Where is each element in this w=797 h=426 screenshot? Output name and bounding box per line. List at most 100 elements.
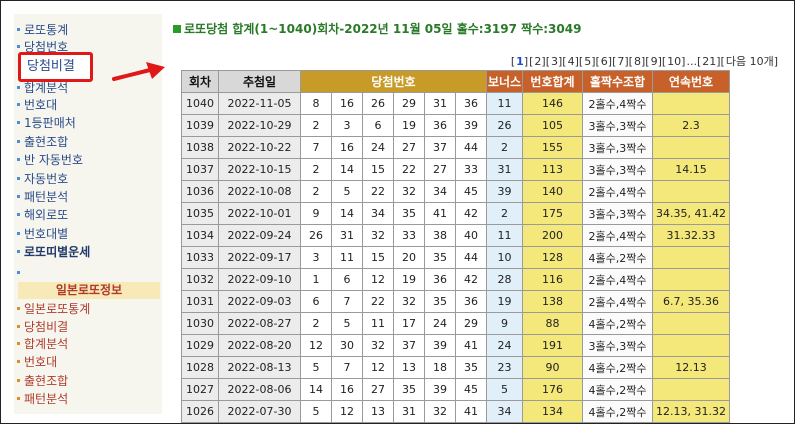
highlighted-menu-item[interactable]: 당첨비결 <box>18 52 93 82</box>
sidebar-item-first-prize-stores[interactable]: 1등판매처 <box>17 115 76 132</box>
number-cell: 37 <box>393 334 425 357</box>
bonus-cell: 2 <box>486 136 523 159</box>
number-cell: 2 <box>300 114 332 137</box>
odd-even-cell: 4홀수,2짝수 <box>582 378 653 401</box>
sidebar-item-number-range[interactable]: 번호대 <box>17 97 57 114</box>
number-cell: 30 <box>331 334 363 357</box>
sidebar-item-label: 패턴분석 <box>24 392 69 406</box>
sidebar-item-label: 반 자동번호 <box>24 153 84 167</box>
consecutive-cell <box>652 268 730 291</box>
page-link[interactable]: 6 <box>600 55 608 68</box>
number-cell: 12 <box>331 400 363 423</box>
number-cell: 41 <box>455 334 487 357</box>
bullet-icon <box>17 195 20 198</box>
sidebar-item-label: 당첨번호 <box>24 40 69 54</box>
number-cell: 44 <box>455 136 487 159</box>
page-link[interactable]: 4 <box>567 55 575 68</box>
number-cell: 9 <box>300 202 332 225</box>
sidebar-item-japan-pattern[interactable]: 패턴분석 <box>17 391 68 408</box>
page-link[interactable]: 9 <box>650 55 658 68</box>
number-cell: 15 <box>362 246 394 269</box>
header-round: 회차 <box>181 70 219 93</box>
round-cell: 1036 <box>181 180 219 203</box>
sidebar-item-japan-range[interactable]: 번호대 <box>17 354 57 371</box>
sidebar-item-winning-numbers[interactable]: 당첨번호 <box>17 39 68 56</box>
consecutive-cell <box>652 180 730 203</box>
page-current[interactable]: 1 <box>516 55 524 68</box>
sidebar-item-by-range[interactable]: 번호대별 <box>17 226 68 243</box>
page-link[interactable]: 3 <box>551 55 558 68</box>
sidebar-item-japan-stats[interactable]: 일본로또통계 <box>17 301 90 318</box>
sidebar-item-semi-auto[interactable]: 반 자동번호 <box>17 152 83 169</box>
bonus-cell: 10 <box>486 246 523 269</box>
round-cell: 1027 <box>181 378 219 401</box>
odd-even-cell: 2홀수,4짝수 <box>582 290 653 313</box>
bullet-icon <box>17 45 20 48</box>
sidebar-item-lotto-stats[interactable]: 로또통계 <box>17 22 68 39</box>
page-link[interactable]: 10 <box>667 55 682 68</box>
round-cell: 1037 <box>181 158 219 181</box>
table-row: 1036 2022-10-08 2 5 22 32 34 45 39 140 2홀수,4짝수 <box>181 180 730 203</box>
results-table: 회차 추첨일 당첨번호 보너스 번호합계 홀짝수조합 연속번호 1040 2022… <box>181 70 730 423</box>
sidebar-item-combination[interactable]: 출현조합 <box>17 134 68 151</box>
sidebar-item-japan-secret[interactable]: 당첨비결 <box>17 319 68 336</box>
bonus-cell: 23 <box>486 356 523 379</box>
sidebar-item-label: 해외로또 <box>24 208 69 222</box>
bullet-icon <box>17 121 20 124</box>
header-bonus: 보너스 <box>486 70 523 93</box>
number-cell: 16 <box>331 378 363 401</box>
date-cell: 2022-09-17 <box>218 246 301 269</box>
sum-cell: 175 <box>522 202 583 225</box>
number-cell: 34 <box>362 202 394 225</box>
bullet-icon <box>17 397 20 400</box>
sidebar-item-japan-combination[interactable]: 출현조합 <box>17 373 68 390</box>
sidebar-item-sum-analysis[interactable]: 합계분석 <box>17 80 68 97</box>
sidebar-item-overseas[interactable]: 해외로또 <box>17 207 68 224</box>
number-cell: 26 <box>300 224 332 247</box>
odd-even-cell: 3홀수,3짝수 <box>582 136 653 159</box>
number-cell: 42 <box>455 202 487 225</box>
number-cell: 35 <box>393 378 425 401</box>
consecutive-cell <box>652 246 730 269</box>
number-cell: 19 <box>393 114 425 137</box>
number-cell: 12 <box>362 356 394 379</box>
number-cell: 16 <box>331 92 363 115</box>
sidebar-item-auto[interactable]: 자동번호 <box>17 171 68 188</box>
bullet-icon <box>17 232 20 235</box>
page-last[interactable]: 21 <box>702 55 717 68</box>
number-cell: 32 <box>362 224 394 247</box>
bullet-icon <box>17 342 20 345</box>
consecutive-cell: 14.15 <box>652 158 730 181</box>
bonus-cell: 24 <box>486 334 523 357</box>
sum-cell: 134 <box>522 400 583 423</box>
round-cell: 1035 <box>181 202 219 225</box>
header-date: 추첨일 <box>218 70 301 93</box>
page-link[interactable]: 2 <box>534 55 542 68</box>
number-cell: 14 <box>331 158 363 181</box>
number-cell: 14 <box>331 202 363 225</box>
number-cell: 32 <box>424 400 456 423</box>
page-link[interactable]: 8 <box>633 55 641 68</box>
number-cell: 38 <box>424 224 456 247</box>
page-link[interactable]: 7 <box>617 55 625 68</box>
number-cell: 15 <box>362 158 394 181</box>
number-cell: 34 <box>424 180 456 203</box>
sidebar-item-pattern[interactable]: 패턴분석 <box>17 189 68 206</box>
date-cell: 2022-08-27 <box>218 312 301 335</box>
table-row: 1031 2022-09-03 6 7 22 32 35 36 19 138 2홀수,4짝수 6.7,… <box>181 290 730 313</box>
japan-lotto-header: 일본로또정보 <box>18 282 160 299</box>
page-link[interactable]: 5 <box>584 55 592 68</box>
table-row: 1030 2022-08-27 2 5 11 17 24 29 9 88 4홀수,2짝수 <box>181 312 730 335</box>
number-cell: 5 <box>331 312 363 335</box>
table-header-row: 회차 추첨일 당첨번호 보너스 번호합계 홀짝수조합 연속번호 <box>181 70 730 93</box>
number-cell: 17 <box>393 312 425 335</box>
date-cell: 2022-10-22 <box>218 136 301 159</box>
header-numbers: 당첨번호 <box>300 70 487 93</box>
round-cell: 1031 <box>181 290 219 313</box>
sidebar-item-japan-sum[interactable]: 합계분석 <box>17 336 68 353</box>
page-next-button[interactable]: 다음 10개 <box>725 55 774 68</box>
table-row: 1029 2022-08-20 12 30 32 37 39 41 24 191 3홀수,3짝수 <box>181 334 730 357</box>
sidebar-item-zodiac-fortune[interactable]: 로또띠별운세 <box>17 244 90 261</box>
consecutive-cell <box>652 334 730 357</box>
table-row: 1039 2022-10-29 2 3 6 19 36 39 26 105 3홀수,3짝수 2.3 <box>181 114 730 137</box>
